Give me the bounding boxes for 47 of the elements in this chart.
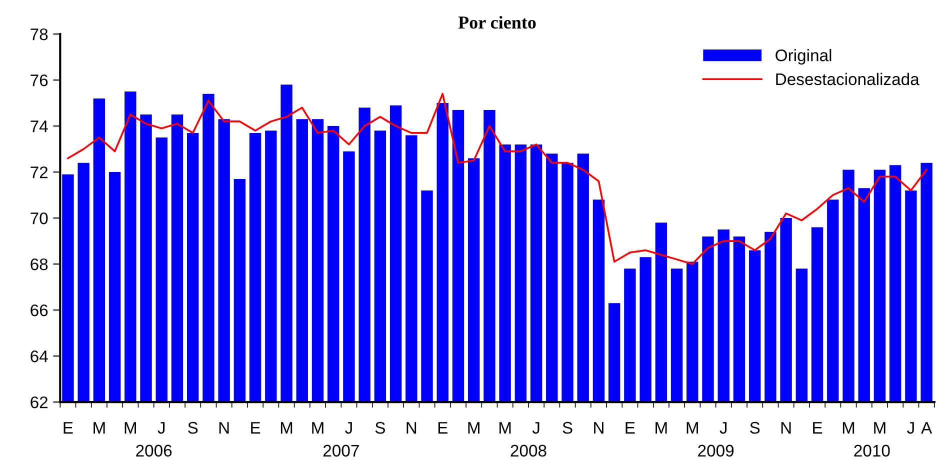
text: 2006 [136, 444, 172, 457]
x-tick-label: S [375, 422, 385, 434]
y-tick-label: 62 [30, 396, 48, 408]
y-tick-label: 74 [30, 120, 48, 132]
x-tick-label: E [438, 422, 448, 434]
chart-title: Por ciento [458, 16, 536, 29]
x-tick-label: N [594, 422, 604, 434]
x-tick-label: M [124, 422, 136, 434]
x-tick-label: N [781, 422, 791, 434]
x-tick-label: J [907, 422, 914, 434]
y-tick-label: 70 [30, 212, 48, 224]
x-tick-label: E [813, 422, 822, 434]
x-tick-label: J [532, 422, 540, 434]
x-tick-label: N [406, 422, 416, 434]
x-tick-label: M [842, 422, 854, 434]
x-tick-label: M [468, 422, 480, 434]
x-tick-label: S [562, 422, 572, 434]
legend-label: Desestacionalizada [776, 72, 920, 86]
x-tick-label: A [921, 422, 932, 434]
y-tick-label: 78 [30, 28, 48, 40]
x-tick-label: M [312, 422, 324, 434]
y-tick-label: 76 [30, 74, 48, 86]
x-tick-label: S [750, 422, 760, 434]
text: 2007 [323, 444, 359, 457]
x-tick-label: J [345, 422, 352, 434]
x-tick-label: J [158, 422, 165, 434]
x-tick-label: M [94, 422, 105, 434]
x-tick-label: E [251, 422, 260, 434]
y-tick-label: 64 [30, 350, 48, 362]
text: 2008 [510, 444, 546, 457]
x-tick-label: J [720, 422, 727, 434]
line-series [67, 92, 928, 265]
x-tick-label: M [686, 422, 698, 434]
legend-label: Original [776, 49, 832, 65]
text: 2010 [854, 444, 890, 457]
y-tick-label: 72 [30, 166, 48, 178]
x-tick-label: E [64, 422, 73, 434]
x-tick-label: S [188, 422, 198, 434]
x-tick-label: N [219, 422, 229, 434]
text: 2009 [698, 444, 734, 457]
x-tick-label: M [656, 422, 667, 434]
y-tick-label: 66 [30, 304, 48, 316]
y-tick-label: 68 [30, 258, 48, 270]
x-tick-label: M [874, 422, 886, 434]
x-tick-label: M [499, 422, 511, 434]
x-tick-label: E [626, 422, 635, 434]
x-tick-label: M [280, 422, 292, 434]
